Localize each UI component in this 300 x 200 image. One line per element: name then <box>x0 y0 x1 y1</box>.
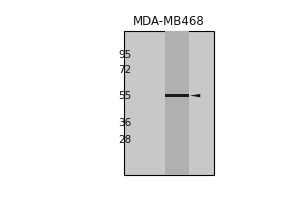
Polygon shape <box>190 94 200 97</box>
Text: 55: 55 <box>118 91 132 101</box>
Text: 36: 36 <box>118 118 132 128</box>
Text: MDA-MB468: MDA-MB468 <box>133 15 205 28</box>
Text: 28: 28 <box>118 135 132 145</box>
Text: 72: 72 <box>118 65 132 75</box>
Bar <box>124 31 214 175</box>
Bar <box>165 31 189 175</box>
Bar <box>165 94 189 97</box>
Text: 95: 95 <box>118 50 132 60</box>
